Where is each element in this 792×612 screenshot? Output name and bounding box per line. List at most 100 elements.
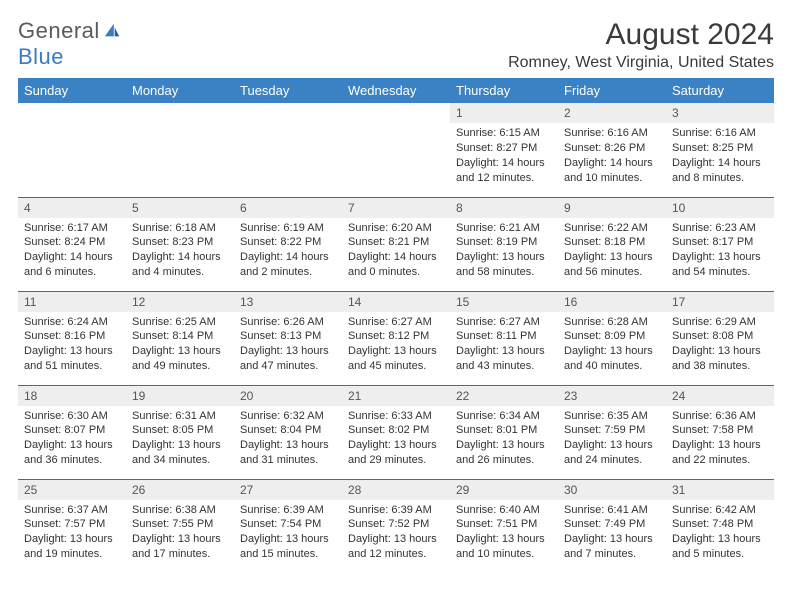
sail-icon <box>103 22 121 40</box>
calendar-blank-cell <box>18 103 126 197</box>
weekday-header: Thursday <box>450 78 558 103</box>
day-details: Sunrise: 6:17 AMSunset: 8:24 PMDaylight:… <box>18 218 126 284</box>
day-details: Sunrise: 6:41 AMSunset: 7:49 PMDaylight:… <box>558 500 666 566</box>
day-number: 22 <box>450 386 558 406</box>
calendar-week-row: 11Sunrise: 6:24 AMSunset: 8:16 PMDayligh… <box>18 291 774 385</box>
day-number: 20 <box>234 386 342 406</box>
calendar-day-cell: 21Sunrise: 6:33 AMSunset: 8:02 PMDayligh… <box>342 385 450 479</box>
calendar-day-cell: 24Sunrise: 6:36 AMSunset: 7:58 PMDayligh… <box>666 385 774 479</box>
calendar-week-row: 1Sunrise: 6:15 AMSunset: 8:27 PMDaylight… <box>18 103 774 197</box>
day-number: 12 <box>126 292 234 312</box>
day-number: 7 <box>342 198 450 218</box>
calendar-day-cell: 14Sunrise: 6:27 AMSunset: 8:12 PMDayligh… <box>342 291 450 385</box>
calendar-day-cell: 22Sunrise: 6:34 AMSunset: 8:01 PMDayligh… <box>450 385 558 479</box>
logo-text-blue: Blue <box>18 44 64 69</box>
weekday-header: Friday <box>558 78 666 103</box>
calendar-week-row: 25Sunrise: 6:37 AMSunset: 7:57 PMDayligh… <box>18 479 774 573</box>
day-number: 14 <box>342 292 450 312</box>
weekday-header: Sunday <box>18 78 126 103</box>
day-number: 28 <box>342 480 450 500</box>
calendar-day-cell: 1Sunrise: 6:15 AMSunset: 8:27 PMDaylight… <box>450 103 558 197</box>
calendar-day-cell: 17Sunrise: 6:29 AMSunset: 8:08 PMDayligh… <box>666 291 774 385</box>
calendar-day-cell: 23Sunrise: 6:35 AMSunset: 7:59 PMDayligh… <box>558 385 666 479</box>
day-details: Sunrise: 6:31 AMSunset: 8:05 PMDaylight:… <box>126 406 234 472</box>
day-number: 24 <box>666 386 774 406</box>
calendar-day-cell: 2Sunrise: 6:16 AMSunset: 8:26 PMDaylight… <box>558 103 666 197</box>
calendar-day-cell: 25Sunrise: 6:37 AMSunset: 7:57 PMDayligh… <box>18 479 126 573</box>
day-number: 8 <box>450 198 558 218</box>
day-details: Sunrise: 6:25 AMSunset: 8:14 PMDaylight:… <box>126 312 234 378</box>
calendar-blank-cell <box>126 103 234 197</box>
day-number: 21 <box>342 386 450 406</box>
calendar-day-cell: 20Sunrise: 6:32 AMSunset: 8:04 PMDayligh… <box>234 385 342 479</box>
calendar-table: SundayMondayTuesdayWednesdayThursdayFrid… <box>18 78 774 573</box>
day-number: 10 <box>666 198 774 218</box>
day-details: Sunrise: 6:19 AMSunset: 8:22 PMDaylight:… <box>234 218 342 284</box>
day-details: Sunrise: 6:26 AMSunset: 8:13 PMDaylight:… <box>234 312 342 378</box>
weekday-header-row: SundayMondayTuesdayWednesdayThursdayFrid… <box>18 78 774 103</box>
day-details: Sunrise: 6:27 AMSunset: 8:12 PMDaylight:… <box>342 312 450 378</box>
calendar-day-cell: 4Sunrise: 6:17 AMSunset: 8:24 PMDaylight… <box>18 197 126 291</box>
day-number: 1 <box>450 103 558 123</box>
weekday-header: Wednesday <box>342 78 450 103</box>
day-details: Sunrise: 6:39 AMSunset: 7:52 PMDaylight:… <box>342 500 450 566</box>
day-number: 27 <box>234 480 342 500</box>
day-details: Sunrise: 6:28 AMSunset: 8:09 PMDaylight:… <box>558 312 666 378</box>
calendar-day-cell: 10Sunrise: 6:23 AMSunset: 8:17 PMDayligh… <box>666 197 774 291</box>
day-number: 15 <box>450 292 558 312</box>
day-details: Sunrise: 6:32 AMSunset: 8:04 PMDaylight:… <box>234 406 342 472</box>
day-details: Sunrise: 6:16 AMSunset: 8:26 PMDaylight:… <box>558 123 666 189</box>
day-details: Sunrise: 6:39 AMSunset: 7:54 PMDaylight:… <box>234 500 342 566</box>
calendar-day-cell: 5Sunrise: 6:18 AMSunset: 8:23 PMDaylight… <box>126 197 234 291</box>
calendar-week-row: 18Sunrise: 6:30 AMSunset: 8:07 PMDayligh… <box>18 385 774 479</box>
calendar-day-cell: 11Sunrise: 6:24 AMSunset: 8:16 PMDayligh… <box>18 291 126 385</box>
calendar-day-cell: 8Sunrise: 6:21 AMSunset: 8:19 PMDaylight… <box>450 197 558 291</box>
calendar-day-cell: 31Sunrise: 6:42 AMSunset: 7:48 PMDayligh… <box>666 479 774 573</box>
day-number: 17 <box>666 292 774 312</box>
logo-blue-wrap: Blue <box>18 44 64 70</box>
weekday-header: Tuesday <box>234 78 342 103</box>
calendar-day-cell: 27Sunrise: 6:39 AMSunset: 7:54 PMDayligh… <box>234 479 342 573</box>
day-number: 5 <box>126 198 234 218</box>
month-title: August 2024 <box>508 18 774 52</box>
day-details: Sunrise: 6:40 AMSunset: 7:51 PMDaylight:… <box>450 500 558 566</box>
calendar-day-cell: 29Sunrise: 6:40 AMSunset: 7:51 PMDayligh… <box>450 479 558 573</box>
day-number: 26 <box>126 480 234 500</box>
calendar-day-cell: 16Sunrise: 6:28 AMSunset: 8:09 PMDayligh… <box>558 291 666 385</box>
calendar-day-cell: 6Sunrise: 6:19 AMSunset: 8:22 PMDaylight… <box>234 197 342 291</box>
day-details: Sunrise: 6:37 AMSunset: 7:57 PMDaylight:… <box>18 500 126 566</box>
day-number: 13 <box>234 292 342 312</box>
calendar-week-row: 4Sunrise: 6:17 AMSunset: 8:24 PMDaylight… <box>18 197 774 291</box>
weekday-header: Monday <box>126 78 234 103</box>
calendar-day-cell: 19Sunrise: 6:31 AMSunset: 8:05 PMDayligh… <box>126 385 234 479</box>
calendar-day-cell: 28Sunrise: 6:39 AMSunset: 7:52 PMDayligh… <box>342 479 450 573</box>
day-details: Sunrise: 6:24 AMSunset: 8:16 PMDaylight:… <box>18 312 126 378</box>
day-details: Sunrise: 6:30 AMSunset: 8:07 PMDaylight:… <box>18 406 126 472</box>
calendar-day-cell: 7Sunrise: 6:20 AMSunset: 8:21 PMDaylight… <box>342 197 450 291</box>
calendar-day-cell: 15Sunrise: 6:27 AMSunset: 8:11 PMDayligh… <box>450 291 558 385</box>
calendar-day-cell: 3Sunrise: 6:16 AMSunset: 8:25 PMDaylight… <box>666 103 774 197</box>
day-details: Sunrise: 6:29 AMSunset: 8:08 PMDaylight:… <box>666 312 774 378</box>
day-number: 25 <box>18 480 126 500</box>
day-details: Sunrise: 6:27 AMSunset: 8:11 PMDaylight:… <box>450 312 558 378</box>
day-number: 16 <box>558 292 666 312</box>
day-number: 9 <box>558 198 666 218</box>
calendar-day-cell: 9Sunrise: 6:22 AMSunset: 8:18 PMDaylight… <box>558 197 666 291</box>
day-number: 4 <box>18 198 126 218</box>
logo: General <box>18 18 123 44</box>
day-details: Sunrise: 6:23 AMSunset: 8:17 PMDaylight:… <box>666 218 774 284</box>
weekday-header: Saturday <box>666 78 774 103</box>
calendar-blank-cell <box>342 103 450 197</box>
calendar-day-cell: 30Sunrise: 6:41 AMSunset: 7:49 PMDayligh… <box>558 479 666 573</box>
day-number: 23 <box>558 386 666 406</box>
day-details: Sunrise: 6:16 AMSunset: 8:25 PMDaylight:… <box>666 123 774 189</box>
day-details: Sunrise: 6:33 AMSunset: 8:02 PMDaylight:… <box>342 406 450 472</box>
calendar-day-cell: 13Sunrise: 6:26 AMSunset: 8:13 PMDayligh… <box>234 291 342 385</box>
calendar-body: 1Sunrise: 6:15 AMSunset: 8:27 PMDaylight… <box>18 103 774 573</box>
calendar-day-cell: 18Sunrise: 6:30 AMSunset: 8:07 PMDayligh… <box>18 385 126 479</box>
calendar-day-cell: 26Sunrise: 6:38 AMSunset: 7:55 PMDayligh… <box>126 479 234 573</box>
logo-text-general: General <box>18 18 100 44</box>
location: Romney, West Virginia, United States <box>508 54 774 72</box>
day-number: 31 <box>666 480 774 500</box>
calendar-day-cell: 12Sunrise: 6:25 AMSunset: 8:14 PMDayligh… <box>126 291 234 385</box>
